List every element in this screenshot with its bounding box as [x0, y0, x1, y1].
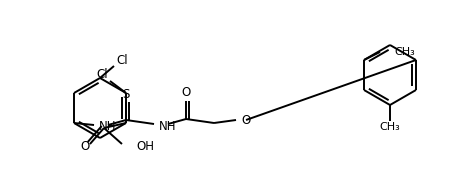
Text: O: O	[241, 113, 250, 127]
Text: CH₃: CH₃	[380, 122, 401, 132]
Text: NH: NH	[99, 121, 117, 133]
Text: NH: NH	[159, 119, 176, 132]
Text: O: O	[182, 87, 190, 99]
Text: S: S	[122, 88, 130, 100]
Text: OH: OH	[136, 140, 154, 152]
Text: Cl: Cl	[116, 54, 128, 66]
Text: Cl: Cl	[96, 69, 108, 81]
Text: O: O	[80, 141, 89, 153]
Text: CH₃: CH₃	[394, 47, 415, 57]
